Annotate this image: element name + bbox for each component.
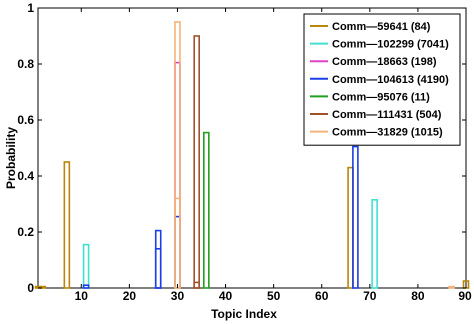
legend-label-4: Comm—95076 (11) — [332, 91, 430, 103]
bar-0-2 — [63, 161, 71, 289]
bars — [34, 21, 470, 289]
y-tick-label-3: 0.6 — [17, 113, 34, 127]
x-tick-label-7: 80 — [411, 289, 425, 303]
bar-3-0 — [82, 284, 90, 289]
y-tick-label-1: 0.2 — [17, 225, 34, 239]
y-tick-label-0: 0 — [27, 281, 34, 295]
legend-label-5: Comm—111431 (504) — [332, 109, 442, 121]
plot-frame — [37, 7, 467, 289]
y-axis-title: Probability — [4, 127, 18, 189]
bar-4-0 — [203, 131, 210, 289]
x-tick-label-6: 70 — [363, 289, 377, 303]
plot-area — [37, 7, 467, 289]
bar-6-2 — [448, 285, 455, 289]
bar-0-1 — [39, 285, 47, 289]
bar-3-4 — [352, 145, 359, 289]
bar-5-1 — [193, 281, 200, 289]
legend: Comm—59641 (84) Comm—102299 (7041) Comm—18… — [303, 13, 461, 146]
y-tick-label-2: 0.4 — [17, 169, 34, 183]
x-axis-title: Topic Index — [211, 307, 277, 321]
bar-1-1 — [371, 199, 378, 289]
legend-label-6: Comm—31829 (1015) — [332, 127, 443, 139]
legend-box — [303, 13, 461, 146]
bar-6-1 — [174, 197, 181, 289]
axis-ticks: 10 20 30 40 50 60 70 80 90 0 0.2 0.4 0.6 0.8 1 — [17, 1, 472, 303]
bar-5-0 — [193, 35, 200, 289]
legend-label-1: Comm—102299 (7041) — [332, 39, 449, 51]
y-tick-label-4: 0.8 — [17, 57, 34, 71]
bar-1-0 — [82, 243, 90, 289]
legend-label-2: Comm—18663 (198) — [332, 56, 437, 68]
x-tick-label-3: 40 — [219, 289, 233, 303]
x-tick-label-5: 60 — [315, 289, 329, 303]
x-tick-label-0: 10 — [75, 289, 89, 303]
x-tick-label-2: 30 — [171, 289, 185, 303]
legend-label-3: Comm—104613 (4190) — [332, 74, 449, 86]
x-tick-label-4: 50 — [267, 289, 281, 303]
bar-3-2 — [154, 248, 162, 289]
legend-label-0: Comm—59641 (84) — [332, 21, 431, 33]
y-tick-label-5: 1 — [27, 1, 34, 15]
x-tick-label-1: 20 — [123, 289, 137, 303]
x-tick-label-8: 90 — [458, 289, 472, 303]
